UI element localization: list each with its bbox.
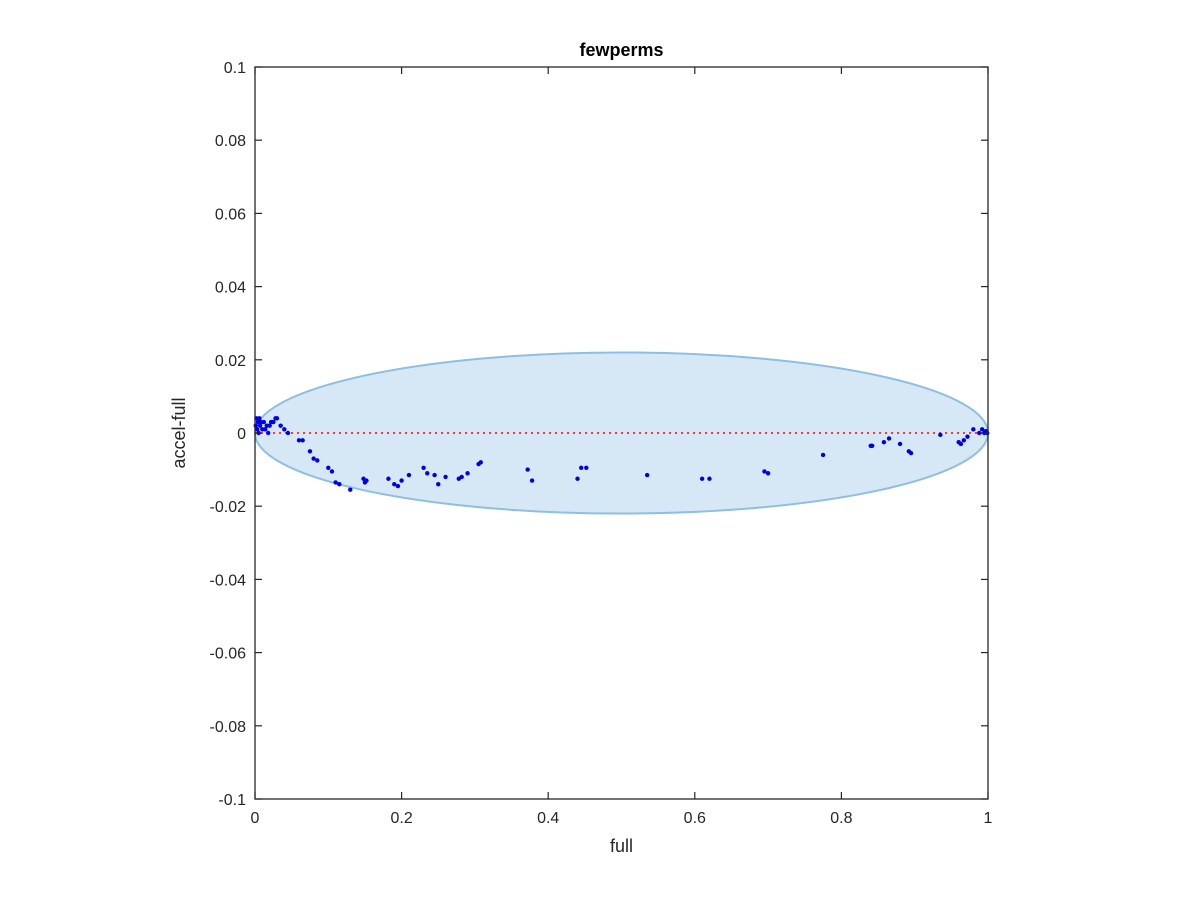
data-point (525, 467, 530, 472)
data-point (465, 471, 470, 476)
data-point (977, 430, 982, 436)
data-point (578, 465, 584, 470)
data-point (938, 432, 943, 438)
data-point (285, 430, 291, 436)
x-axis-label: full (610, 836, 633, 856)
data-point (897, 441, 903, 447)
data-point (386, 476, 391, 481)
data-point (395, 483, 401, 489)
data-point (699, 476, 705, 481)
y-axis-label: accel-full (169, 397, 189, 468)
y-tick-label: 0.1 (224, 60, 246, 77)
x-tick-label: 0.8 (830, 810, 852, 827)
y-tick-label: 0.08 (215, 133, 246, 150)
data-point (263, 427, 268, 432)
y-axis-ticks: -0.1 -0.08 -0.06 -0.04 -0.02 0 0.02 0.04 0.06 0.0… (210, 60, 988, 809)
data-point (265, 430, 271, 436)
data-point (271, 419, 276, 425)
y-tick-label: -0.08 (210, 719, 247, 736)
data-point (300, 438, 305, 443)
data-point (421, 465, 426, 470)
data-point (971, 427, 976, 432)
data-point (762, 469, 767, 474)
data-point (257, 416, 262, 421)
data-point (311, 456, 316, 461)
data-point (329, 469, 335, 474)
data-point (979, 427, 985, 432)
data-point (459, 474, 464, 480)
x-tick-label: 1 (984, 810, 993, 827)
x-tick-label: 0 (251, 810, 260, 827)
data-point (274, 416, 280, 421)
x-tick-label: 0.6 (684, 810, 706, 827)
data-point (820, 452, 826, 458)
data-point (406, 472, 412, 478)
data-point (278, 423, 283, 428)
data-point (965, 434, 970, 439)
data-point (575, 476, 580, 481)
y-tick-label: -0.04 (210, 572, 247, 589)
data-point (425, 471, 430, 476)
x-tick-label: 0.2 (390, 810, 412, 827)
data-point (908, 450, 914, 456)
data-point (443, 474, 448, 480)
y-tick-label: -0.06 (210, 646, 247, 663)
data-point (333, 480, 338, 485)
data-point (364, 478, 369, 483)
data-point (765, 471, 771, 476)
data-point (436, 482, 441, 487)
y-tick-label: 0.06 (215, 206, 246, 223)
data-point (961, 438, 967, 443)
data-point (282, 427, 287, 432)
data-point (529, 478, 535, 483)
data-point (348, 487, 353, 492)
data-point (584, 465, 589, 470)
data-point (432, 472, 437, 478)
data-point (326, 465, 331, 470)
data-point (644, 472, 650, 478)
data-point (869, 443, 875, 449)
data-point (307, 449, 313, 454)
data-point (267, 423, 272, 428)
data-point (315, 458, 320, 463)
y-tick-label: -0.1 (218, 792, 246, 809)
data-point (478, 460, 483, 465)
data-point (296, 438, 302, 443)
data-point (399, 478, 404, 483)
data-point (881, 439, 887, 445)
chart-title: fewperms (579, 40, 663, 60)
data-point (958, 441, 964, 447)
x-tick-label: 0.4 (537, 810, 559, 827)
y-tick-label: 0.02 (215, 353, 246, 370)
points-layer (253, 416, 990, 492)
data-point (254, 427, 260, 432)
y-tick-label: -0.02 (210, 499, 247, 516)
data-point (707, 476, 712, 481)
data-point (886, 436, 892, 441)
data-point (392, 482, 397, 487)
data-point (257, 423, 263, 428)
data-point (261, 419, 266, 425)
data-point (337, 482, 342, 487)
y-tick-label: 0.04 (215, 280, 246, 297)
y-tick-label: 0 (237, 426, 246, 443)
x-axis-ticks: 0 0.2 0.4 0.6 0.8 1 (251, 67, 993, 827)
